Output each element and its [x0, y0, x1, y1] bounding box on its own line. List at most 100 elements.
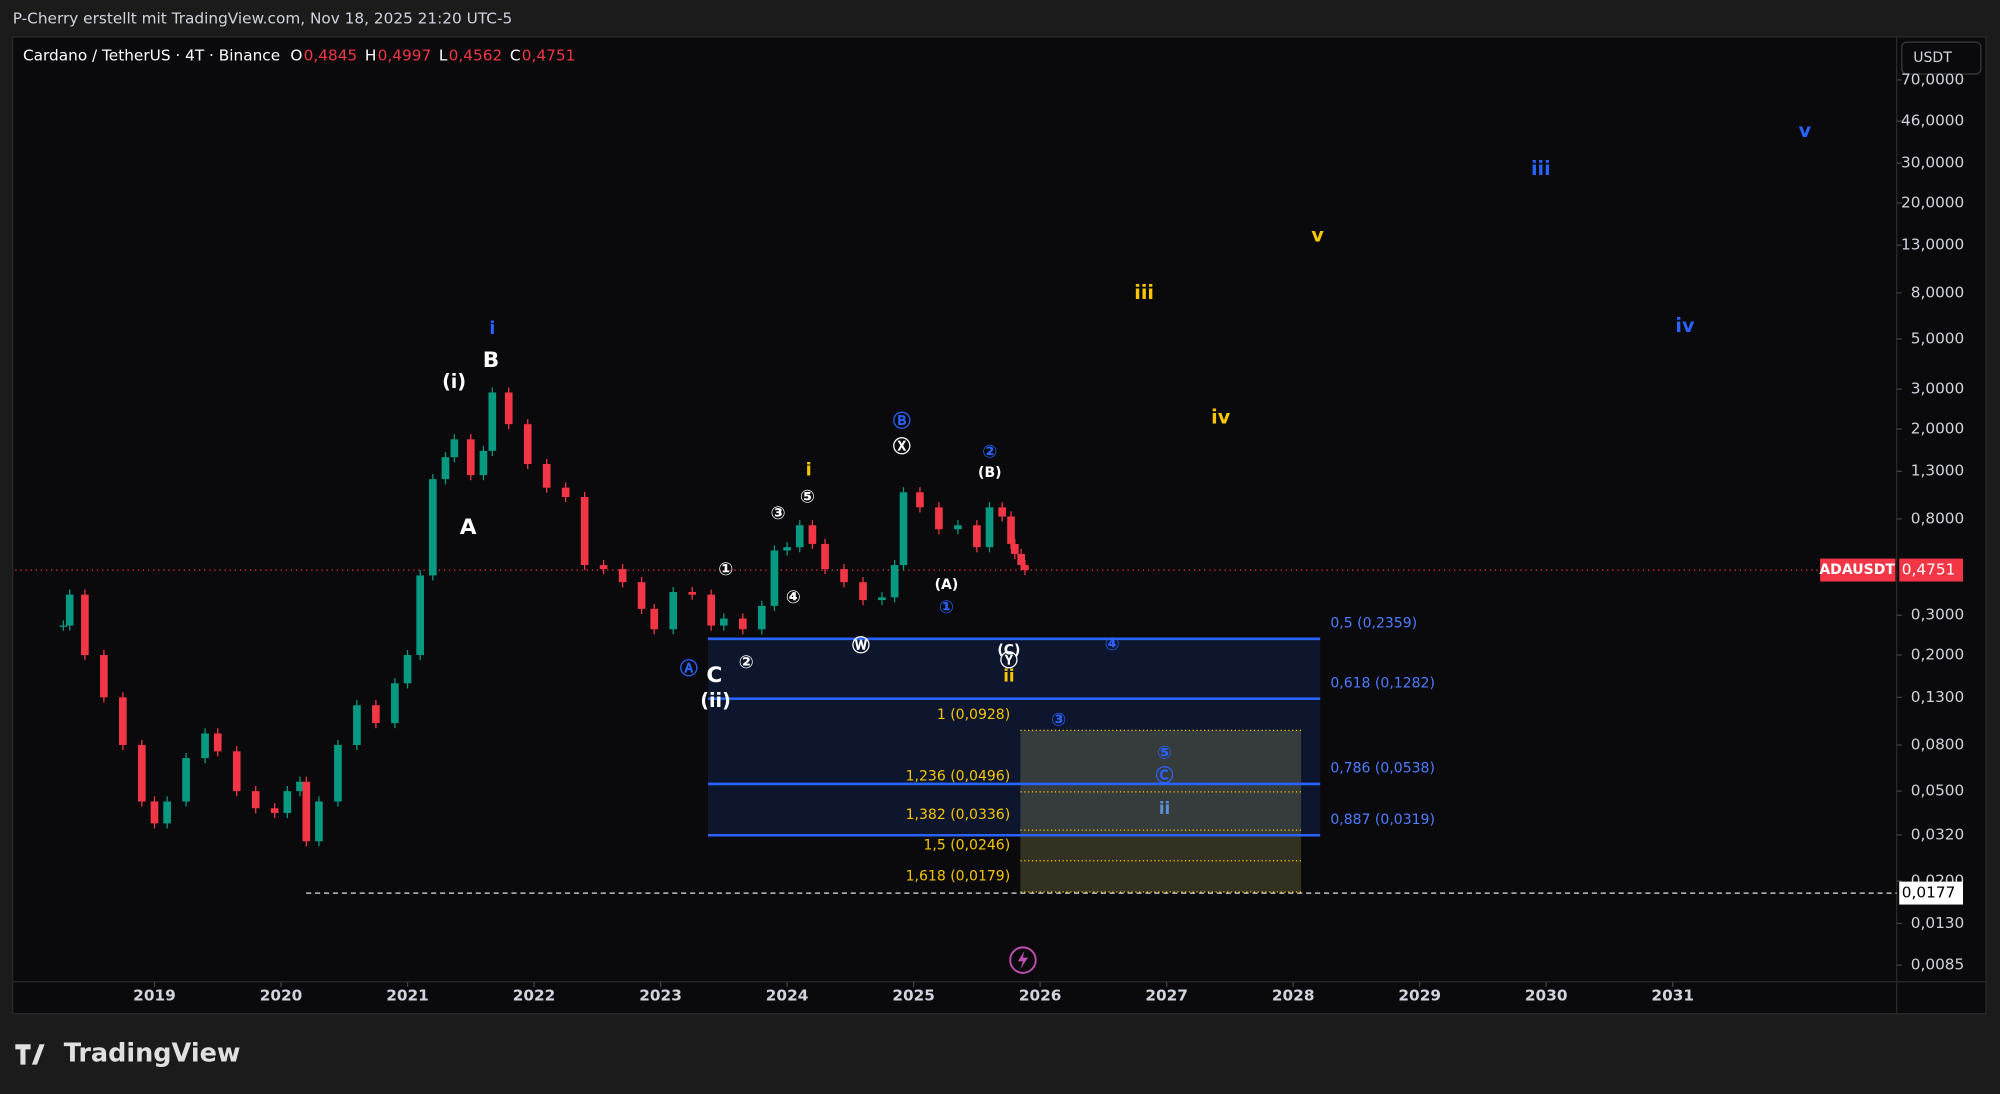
- wave-label: A: [460, 515, 477, 540]
- wave-label: B: [483, 348, 500, 373]
- candle: [580, 497, 589, 566]
- y-tick-label: 2,0000: [1911, 419, 1965, 437]
- candle: [1021, 565, 1029, 571]
- y-tick-label: 20,0000: [1901, 193, 1964, 211]
- candle: [81, 594, 89, 656]
- fib-label: 0,887 (0,0319): [1330, 812, 1435, 828]
- ohlc-value: 0,4845: [304, 47, 358, 65]
- wave-label: ④: [786, 587, 801, 608]
- x-tick-label: 2020: [260, 986, 303, 1004]
- candle: [65, 594, 74, 626]
- currency: USDT: [1913, 50, 1952, 66]
- y-tick-label: 1,3000: [1911, 462, 1965, 480]
- price-tag-symbol: ADAUSDT: [1819, 562, 1895, 578]
- wave-label: i: [806, 459, 812, 480]
- candle: [283, 791, 292, 814]
- y-tick-label: 70,0000: [1901, 70, 1964, 88]
- y-tick-label: 0,2000: [1911, 646, 1965, 664]
- y-tick-label: 0,1300: [1911, 688, 1965, 706]
- candle: [504, 392, 513, 425]
- footer-brand: TradingView: [64, 1038, 241, 1068]
- candle: [688, 592, 697, 595]
- candle: [954, 525, 962, 530]
- candle: [302, 781, 311, 842]
- wave-label: Ⓦ: [852, 634, 870, 656]
- wave-label: (ii): [700, 689, 731, 712]
- candle: [795, 525, 804, 548]
- x-tick-label: 2021: [386, 986, 429, 1004]
- candle: [840, 569, 848, 583]
- y-tick-label: 3,0000: [1911, 380, 1965, 398]
- candle: [353, 705, 361, 745]
- y-tick-label: 0,0130: [1911, 914, 1965, 932]
- wave-label: (i): [442, 370, 466, 393]
- x-tick-label: 2025: [892, 986, 935, 1004]
- wave-label: Ⓨ: [1000, 650, 1018, 672]
- y-tick-label: 8,0000: [1911, 283, 1965, 301]
- candle: [618, 569, 627, 583]
- currency-box[interactable]: [1901, 41, 1982, 75]
- y-tick-label: 0,0320: [1911, 825, 1965, 843]
- footer-logo: [15, 1044, 45, 1065]
- ohlc-label: C: [510, 47, 521, 65]
- candle: [251, 791, 260, 809]
- candle: [878, 597, 886, 601]
- wave-label: ①: [718, 559, 733, 580]
- candle: [770, 550, 779, 606]
- candle: [138, 744, 146, 802]
- symbol: Cardano / TetherUS · 4T · Binance: [23, 47, 280, 65]
- header-title: P-Cherry erstellt mit TradingView.com, N…: [13, 10, 512, 28]
- candle: [783, 547, 791, 551]
- wave-label: Ⓒ: [1156, 765, 1174, 787]
- fib-ext-label: 1,618 (0,0179): [906, 869, 1011, 885]
- candle: [720, 618, 728, 626]
- y-tick-label: 0,0500: [1911, 782, 1965, 800]
- wave-label: v: [1311, 223, 1324, 246]
- candle: [441, 457, 450, 480]
- wave-label: i: [489, 318, 495, 339]
- price-tag-bg: [1899, 558, 1964, 582]
- fib-label: 0,5 (0,2359): [1330, 616, 1417, 632]
- wave-label: (B): [978, 465, 1002, 481]
- x-tick-label: 2030: [1525, 986, 1568, 1004]
- ohlc-label: H: [365, 47, 377, 65]
- alert-icon[interactable]: [1009, 946, 1037, 974]
- wave-label: iii: [1531, 157, 1551, 180]
- wave-label: (A): [935, 577, 959, 593]
- x-tick-label: 2019: [133, 986, 176, 1004]
- candle: [100, 655, 108, 698]
- y-tick-label: 46,0000: [1901, 112, 1964, 130]
- x-tick-label: 2027: [1145, 986, 1188, 1004]
- wave-label: ①: [939, 597, 954, 618]
- candle: [201, 733, 209, 759]
- x-tick-label: 2023: [639, 986, 682, 1004]
- x-tick-label: 2028: [1272, 986, 1315, 1004]
- candle: [150, 801, 159, 824]
- y-tick-label: 0,8000: [1911, 509, 1965, 527]
- wave-label: ②: [982, 442, 997, 463]
- wave-label: ii: [1003, 667, 1014, 686]
- candle: [935, 507, 943, 530]
- candle: [669, 592, 678, 630]
- candle: [1017, 553, 1025, 566]
- wave-label: iii: [1134, 281, 1154, 304]
- candle: [296, 781, 304, 792]
- y-tick-label: 0,0085: [1911, 956, 1965, 974]
- fib-label: 0,618 (0,1282): [1330, 675, 1435, 691]
- wave-label: ②: [739, 652, 754, 673]
- candle: [429, 479, 437, 576]
- candle: [808, 525, 817, 544]
- x-tick-label: 2024: [766, 986, 809, 1004]
- candle: [523, 424, 532, 464]
- candle: [479, 450, 488, 476]
- candle: [466, 439, 475, 476]
- candle: [416, 575, 425, 656]
- candle: [916, 492, 924, 508]
- ohlc-value: 0,4562: [449, 47, 503, 65]
- wave-label: ③: [771, 503, 786, 524]
- fib-ext-label: 1,382 (0,0336): [906, 807, 1011, 823]
- candle: [372, 705, 380, 724]
